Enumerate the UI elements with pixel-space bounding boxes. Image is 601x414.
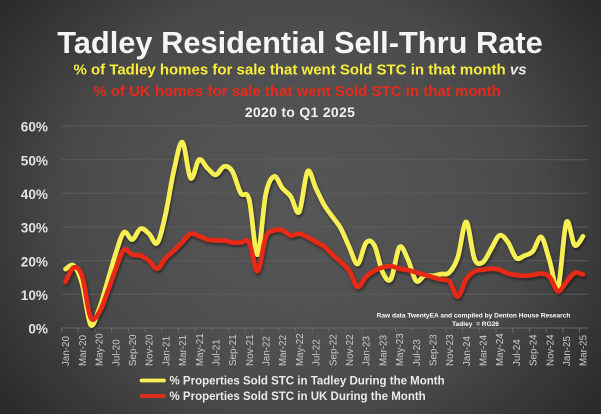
svg-text:May-22: May-22 — [295, 333, 306, 366]
svg-text:Mar-21: Mar-21 — [178, 335, 189, 366]
svg-text:30%: 30% — [21, 221, 48, 236]
svg-text:May-21: May-21 — [195, 333, 206, 366]
svg-text:Jan-25: Jan-25 — [562, 335, 573, 366]
svg-text:% Properties Sold STC in UK Du: % Properties Sold STC in UK During the M… — [170, 391, 426, 403]
svg-text:Jul-24: Jul-24 — [512, 339, 523, 366]
svg-text:Sep-22: Sep-22 — [328, 334, 339, 366]
svg-text:Jan-21: Jan-21 — [161, 336, 172, 366]
svg-text:Sep-20: Sep-20 — [128, 334, 139, 366]
svg-text:Mar-24: Mar-24 — [479, 334, 490, 366]
svg-text:60%: 60% — [21, 120, 48, 135]
svg-text:May-23: May-23 — [395, 333, 406, 366]
svg-text:2020 to Q1 2025: 2020 to Q1 2025 — [245, 104, 355, 120]
svg-text:Jan-24: Jan-24 — [462, 335, 473, 366]
svg-text:0%: 0% — [28, 322, 48, 337]
svg-text:Tadley Residential Sell-Thru R: Tadley Residential Sell-Thru Rate — [57, 25, 542, 60]
svg-text:Jul-23: Jul-23 — [412, 339, 423, 366]
svg-text:Mar-25: Mar-25 — [579, 334, 590, 366]
svg-text:40%: 40% — [21, 187, 48, 202]
svg-text:Jan-20: Jan-20 — [61, 335, 72, 366]
svg-text:% of Tadley homes for sale tha: % of Tadley homes for sale that went Sol… — [73, 62, 526, 79]
svg-text:Mar-20: Mar-20 — [78, 334, 89, 366]
svg-text:50%: 50% — [21, 153, 48, 168]
svg-text:Nov-22: Nov-22 — [345, 334, 356, 366]
svg-text:Jan-22: Jan-22 — [262, 336, 273, 366]
svg-text:10%: 10% — [21, 288, 48, 303]
svg-text:Nov-20: Nov-20 — [145, 334, 156, 366]
svg-text:Nov-21: Nov-21 — [245, 334, 256, 366]
svg-text:Sep-24: Sep-24 — [529, 334, 540, 366]
svg-text:20%: 20% — [21, 254, 48, 269]
svg-text:Mar-23: Mar-23 — [378, 334, 389, 366]
svg-text:Nov-24: Nov-24 — [545, 334, 556, 366]
svg-text:Nov-23: Nov-23 — [445, 334, 456, 366]
svg-text:Jan-23: Jan-23 — [362, 335, 373, 366]
svg-text:Sep-21: Sep-21 — [228, 334, 239, 366]
svg-text:% of UK homes for sale that we: % of UK homes for sale that went Sold ST… — [93, 83, 501, 100]
svg-text:% Properties Sold STC in Tadle: % Properties Sold STC in Tadley During t… — [170, 376, 445, 388]
svg-text:Jul-20: Jul-20 — [111, 339, 122, 366]
svg-text:Tadley = RG26: Tadley = RG26 — [452, 321, 499, 328]
svg-text:Mar-22: Mar-22 — [278, 335, 289, 366]
svg-text:Jul-22: Jul-22 — [312, 339, 323, 366]
svg-text:Sep-23: Sep-23 — [429, 334, 440, 366]
svg-text:Jul-21: Jul-21 — [211, 339, 222, 366]
svg-text:May-24: May-24 — [495, 333, 506, 366]
svg-text:May-20: May-20 — [95, 333, 106, 366]
svg-text:Raw data TwentyEA and compiled: Raw data TwentyEA and compiled by Denton… — [377, 313, 571, 320]
